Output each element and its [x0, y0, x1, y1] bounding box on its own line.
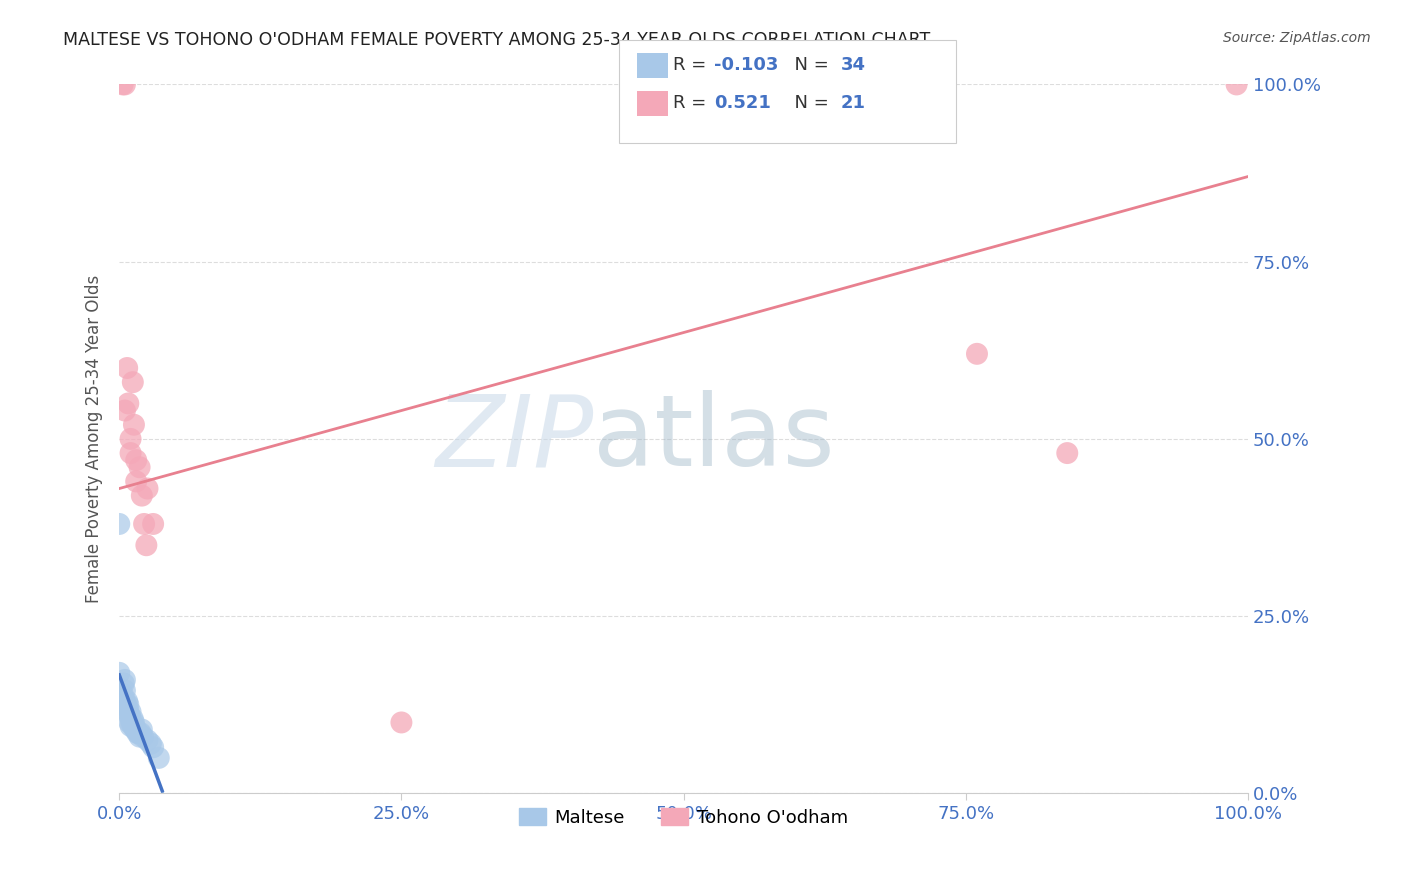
- Point: [122, 417, 145, 432]
- Point: [124, 723, 146, 737]
- Point: [120, 719, 142, 733]
- Point: [114, 683, 136, 698]
- Point: [966, 347, 988, 361]
- Text: ZIP: ZIP: [434, 391, 593, 487]
- Point: [142, 740, 165, 755]
- Point: [118, 715, 141, 730]
- Point: [136, 482, 159, 496]
- Point: [111, 78, 134, 92]
- Point: [129, 726, 152, 740]
- Point: [114, 673, 136, 687]
- Point: [120, 446, 142, 460]
- Point: [112, 676, 135, 690]
- Point: [115, 361, 138, 376]
- Point: [132, 516, 155, 531]
- Point: [131, 723, 153, 737]
- Point: [128, 730, 150, 744]
- Point: [131, 489, 153, 503]
- Point: [120, 432, 142, 446]
- Text: Source: ZipAtlas.com: Source: ZipAtlas.com: [1223, 31, 1371, 45]
- Point: [108, 665, 131, 680]
- Point: [1056, 446, 1078, 460]
- Text: R =: R =: [673, 95, 718, 112]
- Point: [121, 712, 143, 726]
- Point: [111, 694, 134, 708]
- Point: [139, 737, 162, 751]
- Point: [1225, 78, 1247, 92]
- Point: [136, 733, 159, 747]
- Point: [127, 726, 149, 740]
- Point: [135, 538, 157, 552]
- Text: N =: N =: [783, 95, 835, 112]
- Point: [115, 698, 138, 712]
- Point: [121, 715, 143, 730]
- Point: [121, 719, 143, 733]
- Text: 21: 21: [841, 95, 866, 112]
- Text: N =: N =: [783, 56, 835, 74]
- Point: [391, 715, 413, 730]
- Point: [127, 726, 149, 740]
- Point: [132, 730, 155, 744]
- Text: MALTESE VS TOHONO O'ODHAM FEMALE POVERTY AMONG 25-34 YEAR OLDS CORRELATION CHART: MALTESE VS TOHONO O'ODHAM FEMALE POVERTY…: [63, 31, 931, 49]
- Point: [120, 705, 142, 719]
- Point: [111, 687, 134, 701]
- Point: [125, 453, 148, 467]
- Point: [148, 751, 170, 765]
- Text: 34: 34: [841, 56, 866, 74]
- Point: [115, 701, 138, 715]
- Point: [117, 698, 139, 712]
- Legend: Maltese, Tohono O'odham: Maltese, Tohono O'odham: [512, 801, 856, 834]
- Point: [117, 396, 139, 410]
- Text: R =: R =: [673, 56, 713, 74]
- Point: [114, 78, 136, 92]
- Point: [115, 694, 138, 708]
- Point: [125, 723, 148, 737]
- Point: [122, 715, 145, 730]
- Point: [118, 708, 141, 723]
- Point: [120, 712, 142, 726]
- Text: -0.103: -0.103: [714, 56, 779, 74]
- Point: [108, 516, 131, 531]
- Point: [121, 375, 143, 389]
- Text: atlas: atlas: [593, 391, 835, 487]
- Y-axis label: Female Poverty Among 25-34 Year Olds: Female Poverty Among 25-34 Year Olds: [86, 275, 103, 603]
- Point: [142, 516, 165, 531]
- Point: [114, 694, 136, 708]
- Point: [114, 403, 136, 417]
- Point: [125, 475, 148, 489]
- Text: 0.521: 0.521: [714, 95, 770, 112]
- Point: [117, 705, 139, 719]
- Point: [128, 460, 150, 475]
